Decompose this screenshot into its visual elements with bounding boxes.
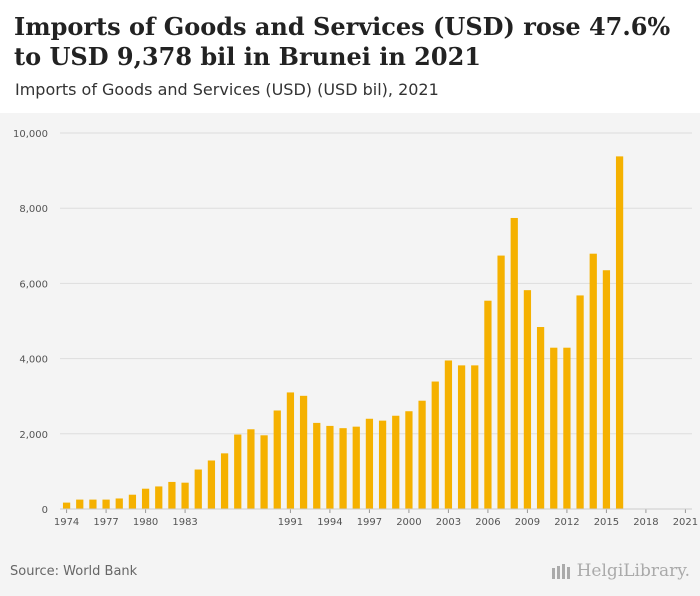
- bar-chart: 0 2,000 4,000 6,000 8,000 10,000 1974 1977 1980 1…: [13, 129, 698, 528]
- x-tick-label: 2000: [396, 517, 421, 528]
- bar-1977: [102, 499, 110, 509]
- x-tick-label: 1980: [133, 517, 158, 528]
- bar-2014: [589, 253, 597, 509]
- bar-2010: [536, 327, 545, 509]
- bar-1999: [392, 415, 400, 509]
- bar-1976: [89, 499, 97, 509]
- bar-2007: [497, 255, 505, 509]
- x-tick-label: 2006: [475, 517, 500, 528]
- x-tick-label: 2012: [554, 517, 579, 528]
- y-tick-label: 4,000: [19, 355, 48, 366]
- bar-1997: [365, 418, 374, 509]
- bar-1985: [207, 460, 216, 509]
- y-tick-label: 10,000: [13, 129, 48, 140]
- x-tick-label: 1974: [54, 517, 79, 528]
- x-tick-label: 2009: [515, 517, 540, 528]
- bar-2008: [510, 217, 518, 509]
- x-tick-label: 2015: [594, 517, 619, 528]
- bar-1990: [273, 410, 281, 509]
- x-tick-label: 1991: [278, 517, 303, 528]
- bar-1993: [313, 422, 321, 509]
- bar-2011: [550, 347, 558, 509]
- bar-1996: [352, 426, 360, 509]
- bar-2015: [602, 270, 611, 509]
- bar-1981: [155, 486, 163, 509]
- source-note: Source: World Bank: [10, 564, 138, 579]
- bar-1987: [234, 434, 242, 509]
- bar-1991: [286, 392, 295, 509]
- bar-2013: [576, 295, 584, 509]
- brand-name: HelgiLibrary.: [576, 561, 690, 581]
- library-icon: [551, 564, 570, 579]
- bar-2001: [418, 400, 426, 509]
- bar-2004: [457, 365, 466, 509]
- bar-1984: [194, 469, 202, 509]
- x-tick-label: 2003: [436, 517, 461, 528]
- bar-1978: [115, 498, 123, 509]
- bar-2009: [523, 290, 532, 509]
- bar-1980: [141, 488, 150, 509]
- x-tick-label: 2021: [673, 517, 698, 528]
- chart-subtitle: Imports of Goods and Services (USD) (USD…: [15, 80, 439, 99]
- bar-2005: [471, 365, 479, 509]
- bar-1995: [339, 428, 347, 509]
- bar-1994: [326, 425, 334, 509]
- y-tick-label: 0: [42, 505, 48, 516]
- bar-1974: [62, 502, 71, 509]
- bar-1992: [299, 395, 308, 509]
- chart-footer: Source: World Bank HelgiLibrary.: [0, 549, 700, 596]
- bar-2000: [405, 411, 413, 509]
- bar-2002: [431, 381, 439, 509]
- y-tick-label: 2,000: [19, 430, 48, 441]
- x-tick-label: 1997: [357, 517, 382, 528]
- x-tick-label: 1977: [93, 517, 118, 528]
- bar-1989: [260, 435, 268, 509]
- chart-header: Imports of Goods and Services (USD) rose…: [0, 0, 700, 112]
- y-tick-label: 6,000: [19, 279, 48, 290]
- bar-2012: [563, 347, 571, 509]
- bar-1998: [378, 420, 387, 509]
- bar-1975: [76, 499, 84, 509]
- bar-1988: [247, 429, 255, 509]
- bar-2006: [484, 300, 492, 509]
- bar-1979: [128, 494, 137, 509]
- x-tick-label: 1994: [317, 517, 342, 528]
- x-tick-label: 2018: [633, 517, 658, 528]
- bar-2016: [615, 156, 624, 509]
- y-tick-label: 8,000: [19, 204, 48, 215]
- x-tick-label: 1983: [172, 517, 197, 528]
- bar-1983: [181, 482, 189, 509]
- chart-title: Imports of Goods and Services (USD) rose…: [14, 12, 671, 71]
- bar-1982: [168, 481, 176, 509]
- brand-logo: HelgiLibrary.: [551, 561, 690, 581]
- bar-2003: [444, 360, 453, 509]
- bar-1986: [220, 453, 229, 509]
